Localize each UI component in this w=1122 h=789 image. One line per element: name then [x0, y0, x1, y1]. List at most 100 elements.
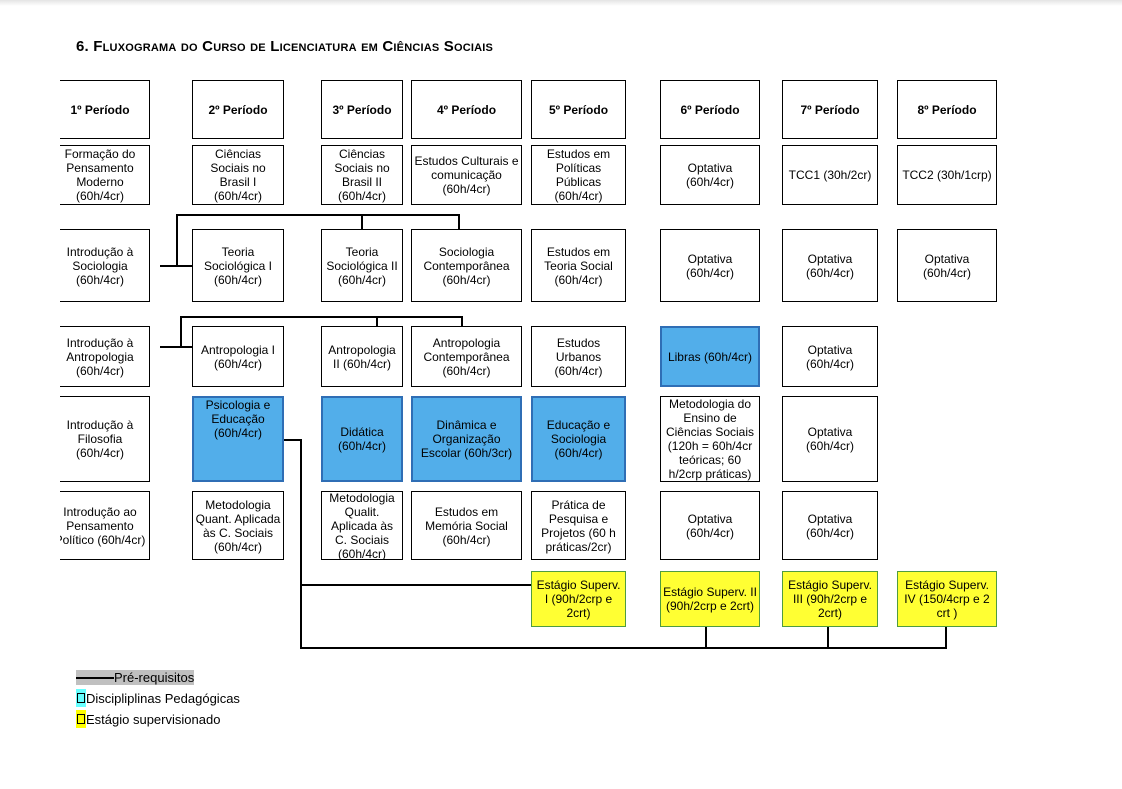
box-label: Optativa (60h/4cr)	[805, 342, 855, 371]
prereq-line	[300, 439, 302, 649]
course-box: Prática de Pesquisa e Projetos (60 h prá…	[531, 491, 626, 560]
internship-box: Estágio Superv. I (90h/2crp e 2crt)	[531, 571, 626, 627]
course-box: Optativa (60h/4cr)	[782, 396, 878, 482]
box-label: TCC2 (30h/1crp)	[902, 168, 992, 182]
legend-label: Discipliplinas Pedagógicas	[86, 690, 240, 706]
prereq-line	[160, 265, 192, 267]
internship-box: Estágio Superv. III (90h/2crp e 2crt)	[782, 571, 878, 627]
box-label: Metodologia Quant. Aplicada às C. Sociai…	[195, 497, 281, 554]
prereq-line	[300, 647, 947, 649]
course-box: Ciências Sociais no Brasil II (60h/4cr)	[321, 145, 403, 205]
box-label: Estágio Superv. I (90h/2crp e 2crt)	[536, 578, 621, 620]
box-label: Prática de Pesquisa e Projetos (60 h prá…	[541, 497, 616, 554]
course-box: Introdução à Filosofia (60h/4cr)	[60, 396, 150, 482]
period-header: 4º Período	[411, 80, 522, 139]
box-label: 1º Período	[70, 102, 130, 117]
course-box: Optativa (60h/4cr)	[782, 326, 878, 387]
period-header: 3º Período	[321, 80, 403, 139]
course-box: Metodologia Quant. Aplicada às C. Sociai…	[192, 491, 284, 560]
course-box: Ciências Sociais no Brasil I (60h/4cr)	[192, 145, 284, 205]
box-label: Sociologia Contemporânea (60h/4cr)	[423, 244, 510, 287]
legend-internship: Estágio supervisionado	[76, 710, 220, 728]
internship-box: Estágio Superv. IV (150/4crp e 2 crt )	[897, 571, 997, 627]
legend-pedagogical: Discipliplinas Pedagógicas	[76, 689, 240, 707]
legend-label: Estágio supervisionado	[86, 711, 221, 727]
internship-box: Estágio Superv. II (90h/2crp e 2crt)	[660, 571, 760, 627]
prereq-line	[176, 214, 460, 216]
box-label: Estudos em Políticas Públicas (60h/4cr)	[546, 147, 611, 203]
box-label: Ciências Sociais no Brasil II (60h/4cr)	[334, 147, 390, 203]
box-label: Dinâmica e Organização Escolar (60h/3cr)	[420, 418, 513, 460]
flowchart: 1º Período 2º Período 3º Período 4º Período…	[60, 0, 1122, 789]
box-label: Introdução ao Pensamento Político (60h/4…	[60, 504, 146, 547]
box-label: 4º Período	[436, 102, 497, 117]
box-label: Optativa (60h/4cr)	[805, 251, 855, 280]
line-swatch	[76, 676, 114, 679]
course-box: Antropologia II (60h/4cr)	[321, 326, 403, 387]
prereq-line	[160, 346, 192, 348]
course-box: Sociologia Contemporânea (60h/4cr)	[411, 229, 522, 302]
prereq-line	[284, 439, 301, 441]
top-bar	[0, 0, 1122, 6]
course-box: Optativa (60h/4cr)	[660, 491, 760, 560]
course-box: Formação do Pensamento Moderno (60h/4cr)	[60, 145, 150, 205]
box-label: Libras (60h/4cr)	[667, 349, 753, 364]
box-label: Estudos em Teoria Social (60h/4cr)	[544, 244, 613, 287]
box-label: Metodologia do Ensino de Ciências Sociai…	[665, 397, 755, 481]
prereq-line	[705, 627, 707, 648]
course-box: Optativa (60h/4cr)	[782, 491, 878, 560]
box-label: Metodologia Qualit. Aplicada às C. Socia…	[329, 491, 395, 560]
course-box: Optativa (60h/4cr)	[660, 145, 760, 205]
legend-label: Pré-requisitos	[114, 670, 195, 685]
course-box: TCC1 (30h/2cr)	[782, 145, 878, 205]
square-icon	[76, 710, 86, 728]
course-box: Estudos em Memória Social (60h/4cr)	[411, 491, 522, 560]
box-label: Formação do Pensamento Moderno (60h/4cr)	[64, 147, 136, 203]
prereq-line	[180, 316, 182, 347]
prereq-line	[945, 627, 947, 648]
course-box: Introdução à Antropologia (60h/4cr)	[60, 326, 150, 387]
course-box: Introdução à Sociologia (60h/4cr)	[60, 229, 150, 302]
box-label: 2º Período	[208, 102, 268, 117]
box-label: Didática (60h/4cr)	[337, 425, 387, 453]
course-box: Optativa (60h/4cr)	[897, 229, 997, 302]
course-box: Teoria Sociológica II (60h/4cr)	[321, 229, 403, 302]
page-title: 6. Fluxograma do Curso de Licenciatura e…	[76, 38, 494, 55]
prereq-line	[361, 214, 363, 229]
box-label: Optativa (60h/4cr)	[922, 251, 972, 280]
box-label: Optativa (60h/4cr)	[685, 511, 735, 540]
course-box: Metodologia do Ensino de Ciências Sociai…	[660, 396, 760, 482]
prereq-line	[376, 316, 378, 326]
period-header: 8º Período	[897, 80, 997, 139]
course-box: Estudos Urbanos (60h/4cr)	[531, 326, 626, 387]
course-box: Estudos em Teoria Social (60h/4cr)	[531, 229, 626, 302]
prereq-line	[300, 584, 531, 586]
prereq-line	[461, 316, 463, 326]
legend-prerequisites: Pré-requisitos	[76, 670, 195, 685]
box-label: Introdução à Antropologia (60h/4cr)	[66, 335, 134, 378]
pedagogical-course-box: Libras (60h/4cr)	[660, 326, 760, 387]
box-label: Optativa (60h/4cr)	[805, 425, 855, 453]
course-box: Estudos em Políticas Públicas (60h/4cr)	[531, 145, 626, 205]
box-label: TCC1 (30h/2cr)	[788, 168, 872, 182]
box-label: Estudos Culturais e comunicação (60h/4cr…	[414, 154, 519, 196]
box-label: Estágio Superv. IV (150/4crp e 2 crt )	[904, 578, 990, 620]
course-box: TCC2 (30h/1crp)	[897, 145, 997, 205]
prereq-line	[827, 627, 829, 648]
course-box: Metodologia Qualit. Aplicada às C. Socia…	[321, 491, 403, 560]
box-label: Antropologia II (60h/4cr)	[328, 342, 396, 371]
box-label: Introdução à Filosofia (60h/4cr)	[66, 418, 134, 460]
course-box: Antropologia Contemporânea (60h/4cr)	[411, 326, 522, 387]
pedagogical-course-box: Educação e Sociologia (60h/4cr)	[531, 396, 626, 482]
period-header: 6º Período	[660, 80, 760, 139]
box-label: Teoria Sociológica I (60h/4cr)	[203, 244, 273, 287]
course-box: Introdução ao Pensamento Político (60h/4…	[60, 491, 150, 560]
box-label: Antropologia I (60h/4cr)	[200, 342, 276, 371]
box-label: 8º Período	[917, 102, 977, 117]
box-label: Antropologia Contemporânea (60h/4cr)	[423, 335, 510, 378]
pedagogical-course-box: Psicologia e Educação (60h/4cr)	[192, 396, 284, 482]
box-label: Educação e Sociologia (60h/4cr)	[546, 418, 611, 460]
box-label: Psicologia e Educação (60h/4cr)	[205, 398, 271, 440]
period-header: 7º Período	[782, 80, 878, 139]
box-label: 3º Período	[332, 102, 392, 117]
